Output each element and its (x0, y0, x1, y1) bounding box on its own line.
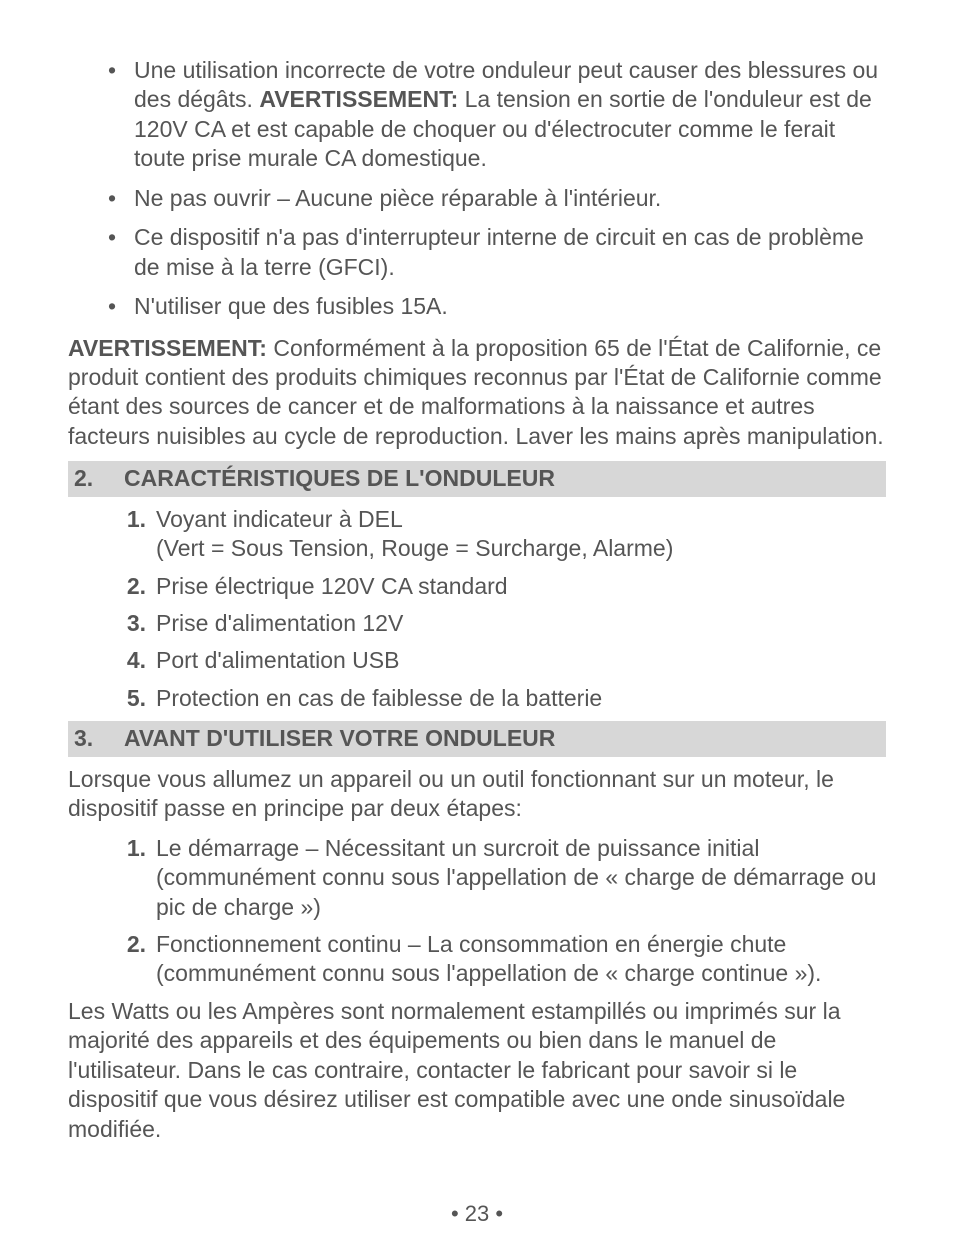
numbered-marker: 3. (116, 609, 146, 638)
numbered-marker: 4. (116, 646, 146, 675)
numbered-text: Port d'alimentation USB (156, 646, 886, 675)
numbered-marker: 1. (116, 834, 146, 922)
numbered-text: Prise électrique 120V CA standard (156, 572, 886, 601)
section-3-list: 1.Le démarrage – Nécessitant un surcroit… (116, 834, 886, 989)
numbered-text: Fonctionnement continu – La consommation… (156, 930, 886, 989)
warning-paragraph: AVERTISSEMENT: Conformément à la proposi… (68, 334, 886, 452)
numbered-item: 2. Prise électrique 120V CA standard (116, 572, 886, 601)
bullet-text: Une utilisation incorrecte de votre ondu… (134, 56, 886, 174)
numbered-marker: 1. (116, 505, 146, 564)
numbered-item: 2.Fonctionnement continu – La consommati… (116, 930, 886, 989)
numbered-marker: 2. (116, 930, 146, 989)
bullet-item: •Ce dispositif n'a pas d'interrupteur in… (108, 223, 886, 282)
warning-bold: AVERTISSEMENT: (68, 335, 267, 361)
numbered-item: 1.Voyant indicateur à DEL (Vert = Sous T… (116, 505, 886, 564)
section-2-title: CARACTÉRISTIQUES DE L'ONDULEUR (124, 464, 555, 493)
bullet-text: Ne pas ouvrir – Aucune pièce réparable à… (134, 184, 886, 213)
bullet-item: •N'utiliser que des fusibles 15A. (108, 292, 886, 321)
numbered-item: 5. Protection en cas de faiblesse de la b… (116, 684, 886, 713)
section-3-title: AVANT D'UTILISER VOTRE ONDULEUR (124, 724, 555, 753)
bullet-text: Ce dispositif n'a pas d'interrupteur int… (134, 223, 886, 282)
numbered-text: Voyant indicateur à DEL (Vert = Sous Ten… (156, 505, 886, 564)
section-2-num: 2. (74, 464, 124, 493)
section-3-num: 3. (74, 724, 124, 753)
numbered-marker: 2. (116, 572, 146, 601)
section-3-header: 3. AVANT D'UTILISER VOTRE ONDULEUR (68, 721, 886, 756)
bullet-item: •Ne pas ouvrir – Aucune pièce réparable … (108, 184, 886, 213)
bullet-marker: • (108, 223, 134, 282)
section-3-body: Les Watts ou les Ampères sont normalemen… (68, 997, 886, 1144)
section-2-header: 2. CARACTÉRISTIQUES DE L'ONDULEUR (68, 461, 886, 496)
bullet-list: •Une utilisation incorrecte de votre ond… (108, 56, 886, 322)
bullet-item: •Une utilisation incorrecte de votre ond… (108, 56, 886, 174)
numbered-marker: 5. (116, 684, 146, 713)
numbered-item: 3. Prise d'alimentation 12V (116, 609, 886, 638)
section-2-list: 1.Voyant indicateur à DEL (Vert = Sous T… (116, 505, 886, 714)
bullet-marker: • (108, 184, 134, 213)
bullet-text: N'utiliser que des fusibles 15A. (134, 292, 886, 321)
numbered-text: Protection en cas de faiblesse de la bat… (156, 684, 886, 713)
section-3-intro: Lorsque vous allumez un appareil ou un o… (68, 765, 886, 824)
page-number: • 23 • (68, 1200, 886, 1228)
numbered-item: 1.Le démarrage – Nécessitant un surcroit… (116, 834, 886, 922)
bullet-marker: • (108, 56, 134, 174)
numbered-text: Prise d'alimentation 12V (156, 609, 886, 638)
numbered-text: Le démarrage – Nécessitant un surcroit d… (156, 834, 886, 922)
bullet-marker: • (108, 292, 134, 321)
numbered-item: 4. Port d'alimentation USB (116, 646, 886, 675)
